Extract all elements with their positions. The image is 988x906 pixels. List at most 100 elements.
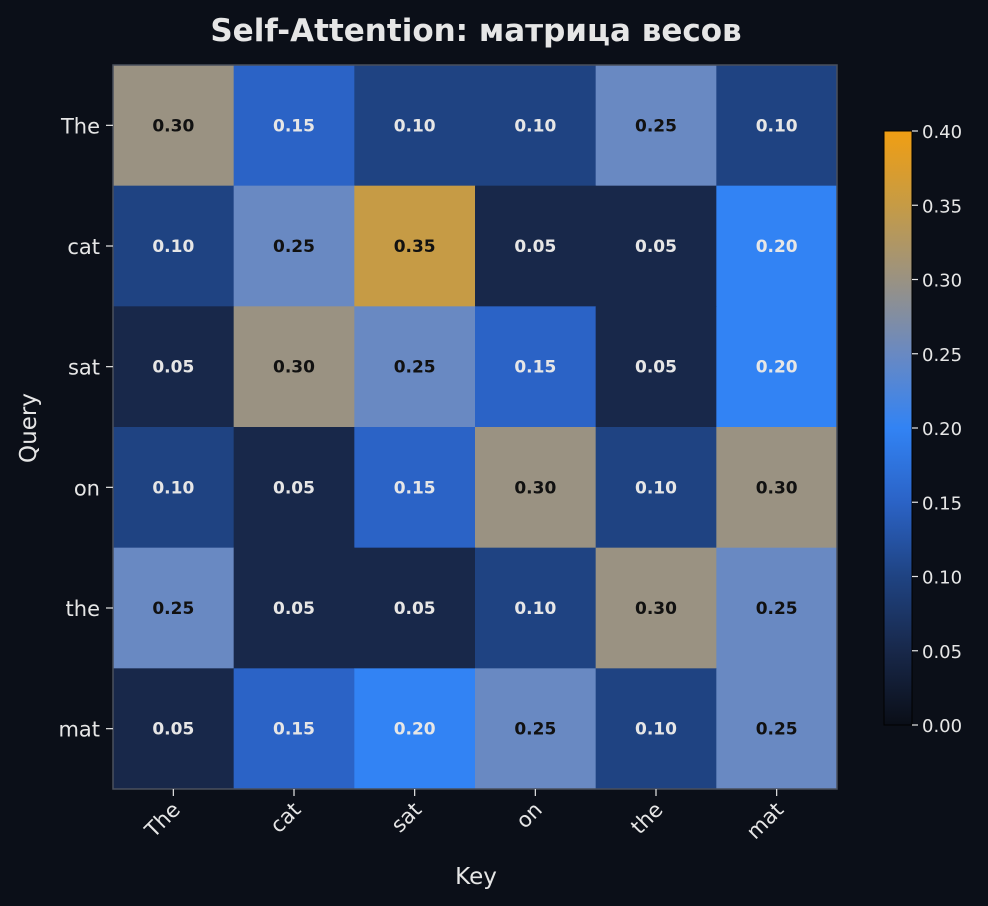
heatmap-cell xyxy=(233,668,355,790)
x-tick-label: the xyxy=(626,798,667,839)
colorbar-tick-label: 0.35 xyxy=(922,196,962,217)
cell-value-label: 0.15 xyxy=(273,116,315,136)
cell-value-label: 0.05 xyxy=(635,237,677,257)
heatmap-cell xyxy=(233,306,355,428)
colorbar-tick-label: 0.25 xyxy=(922,345,962,366)
cell-value-label: 0.05 xyxy=(152,358,194,378)
cell-value-label: 0.25 xyxy=(394,358,436,378)
cell-value-label: 0.05 xyxy=(514,237,556,257)
colorbar-tick-label: 0.20 xyxy=(922,419,962,440)
heatmap-cell xyxy=(233,547,355,669)
heatmap-cell xyxy=(595,185,717,307)
x-tick-label: sat xyxy=(387,798,427,838)
x-tick-label: mat xyxy=(742,798,788,844)
cell-value-label: 0.30 xyxy=(514,478,556,498)
y-tick-label: on xyxy=(74,476,100,500)
y-axis-ticks: The cat sat on the mat xyxy=(58,114,113,742)
heatmap-cell xyxy=(113,547,235,669)
heatmap-cell xyxy=(354,65,476,187)
cell-value-label: 0.15 xyxy=(514,358,556,378)
heatmap-cell xyxy=(595,547,717,669)
heatmap-cell xyxy=(595,306,717,428)
colorbar-tick-label: 0.30 xyxy=(922,271,962,292)
x-tick-label: cat xyxy=(265,798,305,838)
heatmap-cell xyxy=(475,306,597,428)
heatmap-cell xyxy=(113,668,235,790)
cell-value-label: 0.30 xyxy=(756,478,798,498)
cell-value-label: 0.05 xyxy=(394,599,436,619)
cell-value-label: 0.10 xyxy=(152,478,194,498)
heatmap-cell xyxy=(475,65,597,187)
colorbar xyxy=(883,130,913,726)
heatmap-cell xyxy=(113,306,235,428)
cell-value-label: 0.15 xyxy=(394,478,436,498)
heatmap-cell xyxy=(113,65,235,187)
y-tick-label: sat xyxy=(68,356,100,380)
x-axis-label: Key xyxy=(455,864,497,890)
y-tick-label: mat xyxy=(58,718,100,742)
heatmap-cell xyxy=(354,668,476,790)
plot-frame xyxy=(112,64,838,790)
cell-value-label: 0.25 xyxy=(152,599,194,619)
heatmap-cell xyxy=(354,427,476,549)
colorbar-tick-label: 0.10 xyxy=(922,568,962,589)
colorbar-ticks: 0.00 0.05 0.10 0.15 0.20 0.25 0.30 0.35 0.40 xyxy=(912,122,962,737)
heatmap-cell xyxy=(233,185,355,307)
y-tick-label: cat xyxy=(67,235,100,259)
cell-value-label: 0.25 xyxy=(635,116,677,136)
heatmap-cell xyxy=(113,427,235,549)
chart-title: Self-Attention: матрица весов xyxy=(210,13,741,49)
cell-value-label: 0.10 xyxy=(635,478,677,498)
heatmap-cell xyxy=(354,306,476,428)
cell-value-label: 0.20 xyxy=(394,720,436,740)
cell-value-label: 0.05 xyxy=(273,478,315,498)
colorbar-tick-label: 0.40 xyxy=(922,122,962,143)
cell-value-label: 0.10 xyxy=(514,599,556,619)
heatmap-cells: 0.30 0.15 0.10 0.10 0.25 0.10 0.10 0.25 0.35 0.05… xyxy=(113,65,838,790)
y-axis-label: Query xyxy=(16,393,42,463)
heatmap-cell xyxy=(475,427,597,549)
cell-value-label: 0.25 xyxy=(756,599,798,619)
colorbar-tick-label: 0.05 xyxy=(922,642,962,663)
heatmap-cell xyxy=(475,185,597,307)
x-tick-label: on xyxy=(511,798,546,833)
heatmap-cell xyxy=(595,427,717,549)
heatmap-cell xyxy=(233,427,355,549)
x-axis-ticks: The cat sat on the mat xyxy=(140,789,788,844)
cell-value-label: 0.25 xyxy=(756,720,798,740)
cell-value-label: 0.20 xyxy=(756,358,798,378)
heatmap-cell xyxy=(354,547,476,669)
cell-value-label: 0.05 xyxy=(273,599,315,619)
y-tick-label: The xyxy=(60,114,100,138)
cell-value-label: 0.05 xyxy=(635,358,677,378)
heatmap-cell xyxy=(233,65,355,187)
heatmap-cell xyxy=(716,547,838,669)
cell-value-label: 0.25 xyxy=(514,720,556,740)
cell-value-label: 0.30 xyxy=(273,358,315,378)
heatmap-cell xyxy=(113,185,235,307)
cell-value-label: 0.30 xyxy=(152,116,194,136)
cell-value-label: 0.05 xyxy=(152,720,194,740)
cell-value-label: 0.10 xyxy=(152,237,194,257)
x-tick-label: The xyxy=(140,798,185,843)
heatmap-cell xyxy=(475,547,597,669)
cell-value-label: 0.10 xyxy=(514,116,556,136)
heatmap-cell xyxy=(716,427,838,549)
cell-value-label: 0.10 xyxy=(635,720,677,740)
heatmap-cell xyxy=(716,65,838,187)
heatmap-cell xyxy=(716,185,838,307)
cell-value-label: 0.15 xyxy=(273,720,315,740)
heatmap-cell xyxy=(716,306,838,428)
colorbar-tick-label: 0.00 xyxy=(922,716,962,737)
cell-value-label: 0.10 xyxy=(394,116,436,136)
cell-value-label: 0.10 xyxy=(756,116,798,136)
heatmap-cell xyxy=(475,668,597,790)
heatmap-cell xyxy=(595,668,717,790)
heatmap-cell xyxy=(716,668,838,790)
heatmap-cell xyxy=(595,65,717,187)
cell-value-label: 0.35 xyxy=(394,237,436,257)
y-tick-label: the xyxy=(66,597,100,621)
heatmap-cell xyxy=(354,185,476,307)
cell-value-label: 0.20 xyxy=(756,237,798,257)
